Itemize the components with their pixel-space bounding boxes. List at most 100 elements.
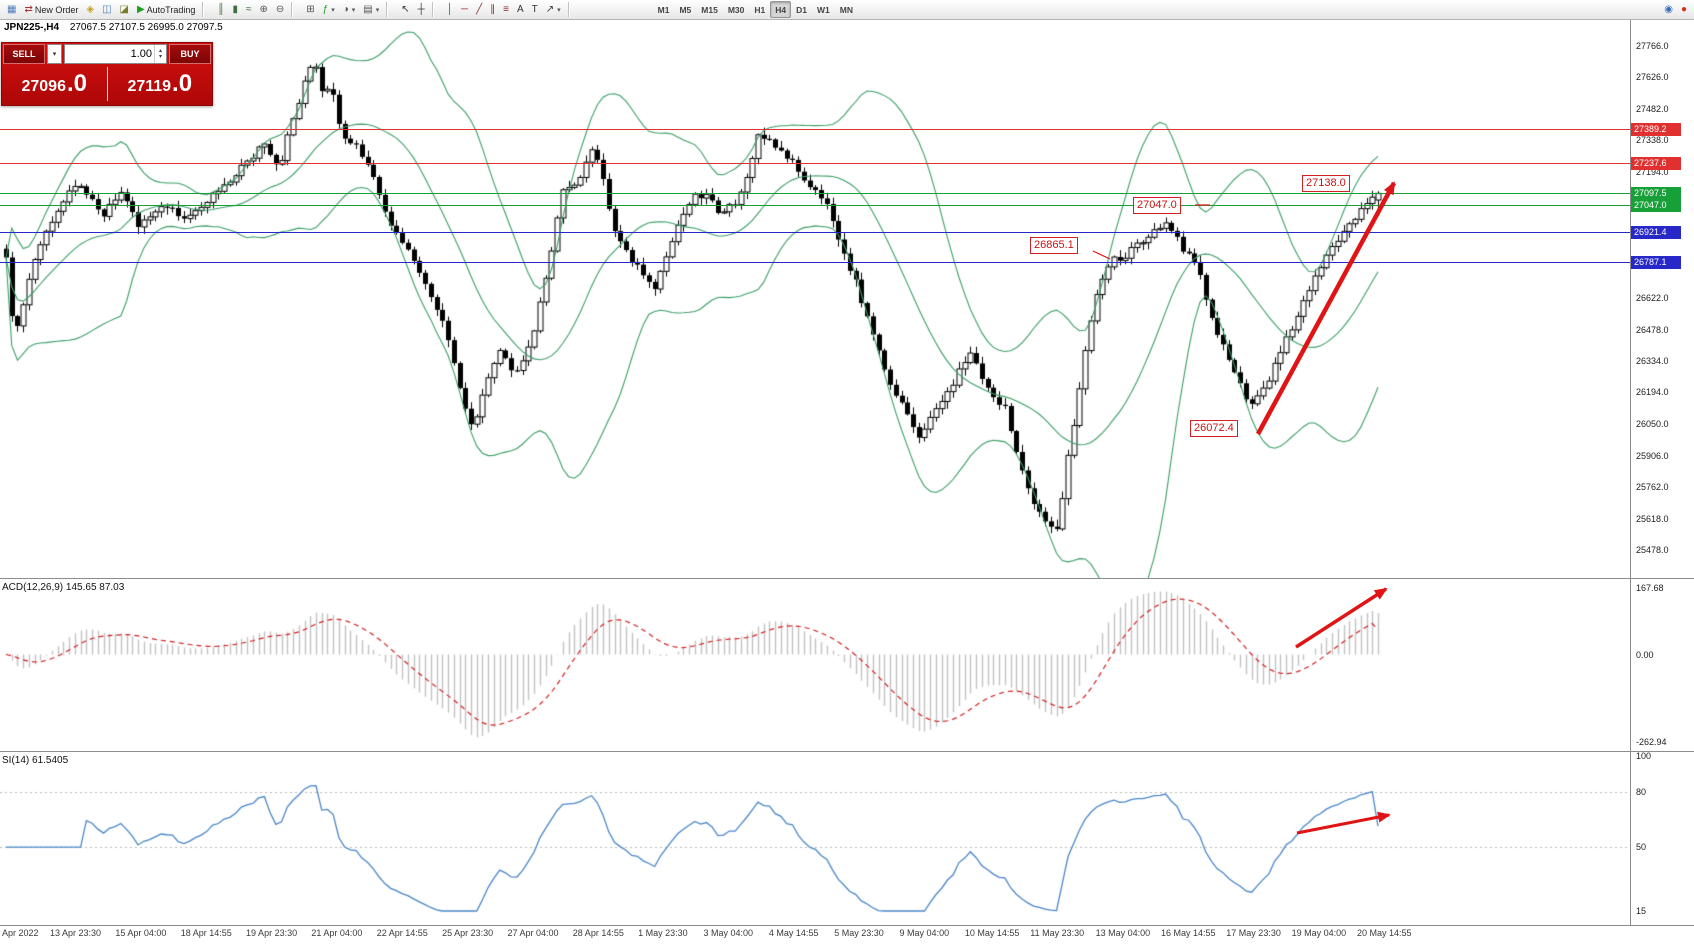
line-chart-icon[interactable]: ≈ (242, 1, 256, 18)
timeframe-d1[interactable]: D1 (791, 1, 812, 18)
horizontal-line[interactable] (0, 205, 1630, 206)
rsi-axis-label: 15 (1636, 906, 1647, 916)
new-order-button-label: New Order (34, 4, 79, 15)
horizontal-line[interactable] (0, 232, 1630, 233)
price-annotation[interactable]: 26072.4 (1190, 420, 1238, 437)
vertical-line-icon[interactable]: │ (443, 1, 457, 18)
horizontal-line[interactable] (0, 129, 1630, 130)
trendline-icon[interactable]: ╱ (472, 1, 486, 18)
templates-icon: ▤ (363, 3, 373, 15)
sell-price[interactable]: 27096 .0 (2, 70, 107, 98)
volume-increase-icon[interactable]: ▴ (158, 47, 162, 54)
price-axis-label: 27194.0 (1636, 167, 1669, 178)
chevron-down-icon: ▾ (375, 6, 380, 14)
sell-price-main: 27096 (21, 78, 66, 95)
timeframe-w1[interactable]: W1 (812, 1, 835, 18)
templates-icon[interactable]: ▤ ▾ (359, 1, 383, 18)
cursor-icon[interactable]: ↖ (397, 1, 413, 18)
timeframe-m15[interactable]: M15 (696, 1, 723, 18)
new-chart-icon: ▦ (7, 3, 17, 15)
zoom-in-icon[interactable]: ⊕ (255, 1, 271, 18)
fibonacci-icon[interactable]: ≡ (499, 1, 513, 18)
channel-icon: ∥ (490, 3, 496, 15)
horizontal-line-icon[interactable]: ─ (457, 1, 472, 18)
autotrading-icon: ▶ (136, 3, 145, 15)
horizontal-line[interactable] (0, 193, 1630, 194)
timeframe-h4[interactable]: H4 (770, 1, 792, 18)
horizontal-line[interactable] (0, 163, 1630, 164)
crosshair-icon[interactable]: ┼ (414, 1, 429, 18)
price-line-tag: 27237.6 (1631, 157, 1681, 170)
buy-price[interactable]: 27119 .0 (108, 70, 213, 98)
autotrading-button-label: AutoTrading (146, 4, 196, 15)
periods-icon[interactable]: ◑ ▾ (339, 1, 360, 18)
timeframe-h1-label: H1 (754, 4, 766, 15)
vertical-line-icon: │ (446, 3, 453, 15)
arrows-icon[interactable]: ↗ ▾ (542, 1, 565, 18)
one-click-trading-panel: SELL ▾ ▴ ▾ BUY 27096 .0 27119 .0 (1, 42, 213, 106)
candlestick-chart-icon[interactable]: ▮ (228, 1, 242, 18)
rsi-axis-label: 80 (1636, 787, 1647, 798)
time-axis-label: 21 Apr 04:00 (311, 928, 363, 938)
price-annotation[interactable]: 27138.0 (1302, 175, 1350, 192)
price-chart-canvas[interactable] (0, 19, 1630, 578)
timeframe-m30[interactable]: M30 (723, 1, 750, 18)
zoom-out-icon[interactable]: ⊖ (272, 1, 288, 18)
macd-indicator-label: ACD(12,26,9) 145.65 87.03 (2, 582, 125, 593)
price-annotation[interactable]: 27047.0 (1133, 197, 1181, 214)
tile-windows-icon[interactable]: ⊞ (302, 1, 318, 18)
buy-price-pips: .0 (172, 70, 193, 97)
buy-button[interactable]: BUY (169, 44, 211, 64)
macd-panel-canvas[interactable] (0, 579, 1630, 751)
time-axis-label: 19 May 04:00 (1291, 928, 1347, 938)
connection-status-icon[interactable]: ● (1677, 1, 1691, 18)
volume-dropdown[interactable]: ▾ (47, 44, 62, 64)
volume-input[interactable] (65, 45, 154, 63)
new-chart-icon[interactable]: ▦ (3, 1, 20, 18)
time-axis-label: 1 May 23:30 (638, 928, 688, 938)
price-axis-label: 27482.0 (1636, 103, 1669, 114)
sell-button[interactable]: SELL (3, 44, 45, 64)
panel-separator (0, 578, 1694, 579)
timeframe-m5[interactable]: M5 (674, 1, 696, 18)
buy-price-main: 27119 (127, 78, 172, 95)
timeframe-m15-label: M15 (701, 4, 718, 15)
bar-chart-icon[interactable]: ║ (213, 1, 228, 18)
time-axis-label: 3 May 04:00 (703, 928, 754, 938)
zoom-in-icon: ⊕ (259, 3, 268, 15)
metaeditor-icon[interactable]: ◈ (82, 1, 98, 18)
community-icon[interactable]: ◉ (1660, 1, 1677, 18)
chevron-down-icon: ▾ (351, 6, 356, 14)
rsi-panel-canvas[interactable] (0, 752, 1630, 925)
rsi-axis-label: 50 (1636, 842, 1647, 853)
indicators-icon[interactable]: ƒ ▾ (319, 1, 339, 18)
autotrading-button[interactable]: ▶ AutoTrading (133, 1, 199, 18)
volume-decrease-icon[interactable]: ▾ (158, 54, 162, 60)
navigator-icon[interactable]: ◪ (116, 1, 133, 18)
label-icon[interactable]: T (528, 1, 542, 18)
price-line-tag: 26787.1 (1631, 256, 1681, 269)
time-axis-label: 16 May 14:55 (1160, 928, 1216, 938)
price-annotation[interactable]: 26865.1 (1030, 237, 1078, 254)
zoom-out-icon: ⊖ (275, 3, 285, 15)
price-axis-label: 27626.0 (1636, 72, 1669, 83)
timeframe-h1[interactable]: H1 (749, 1, 770, 18)
trendline-icon: ╱ (476, 3, 483, 15)
text-icon[interactable]: A (513, 1, 528, 18)
new-order-button[interactable]: ⇄ New Order (20, 1, 82, 18)
time-axis-label: 25 Apr 23:30 (442, 928, 494, 938)
time-axis-label: 11 May 23:30 (1030, 928, 1085, 938)
timeframe-m1[interactable]: M1 (653, 1, 675, 18)
tile-windows-icon: ⊞ (306, 3, 315, 15)
time-axis-label: 28 Apr 14:55 (572, 928, 624, 938)
timeframe-mn[interactable]: MN (835, 1, 858, 18)
community-icon: ◉ (1664, 3, 1673, 15)
channel-icon[interactable]: ∥ (486, 1, 499, 18)
ohlc-values: 27067.5 27107.5 26995.0 27097.5 (69, 22, 223, 33)
market-watch-icon[interactable]: ◫ (98, 1, 115, 18)
connection-status-icon: ● (1680, 3, 1687, 15)
horizontal-line[interactable] (0, 262, 1630, 263)
candlestick-chart-icon: ▮ (232, 3, 238, 15)
time-axis-label: 19 Apr 23:30 (246, 928, 298, 938)
price-axis-label: 25762.0 (1636, 482, 1669, 493)
